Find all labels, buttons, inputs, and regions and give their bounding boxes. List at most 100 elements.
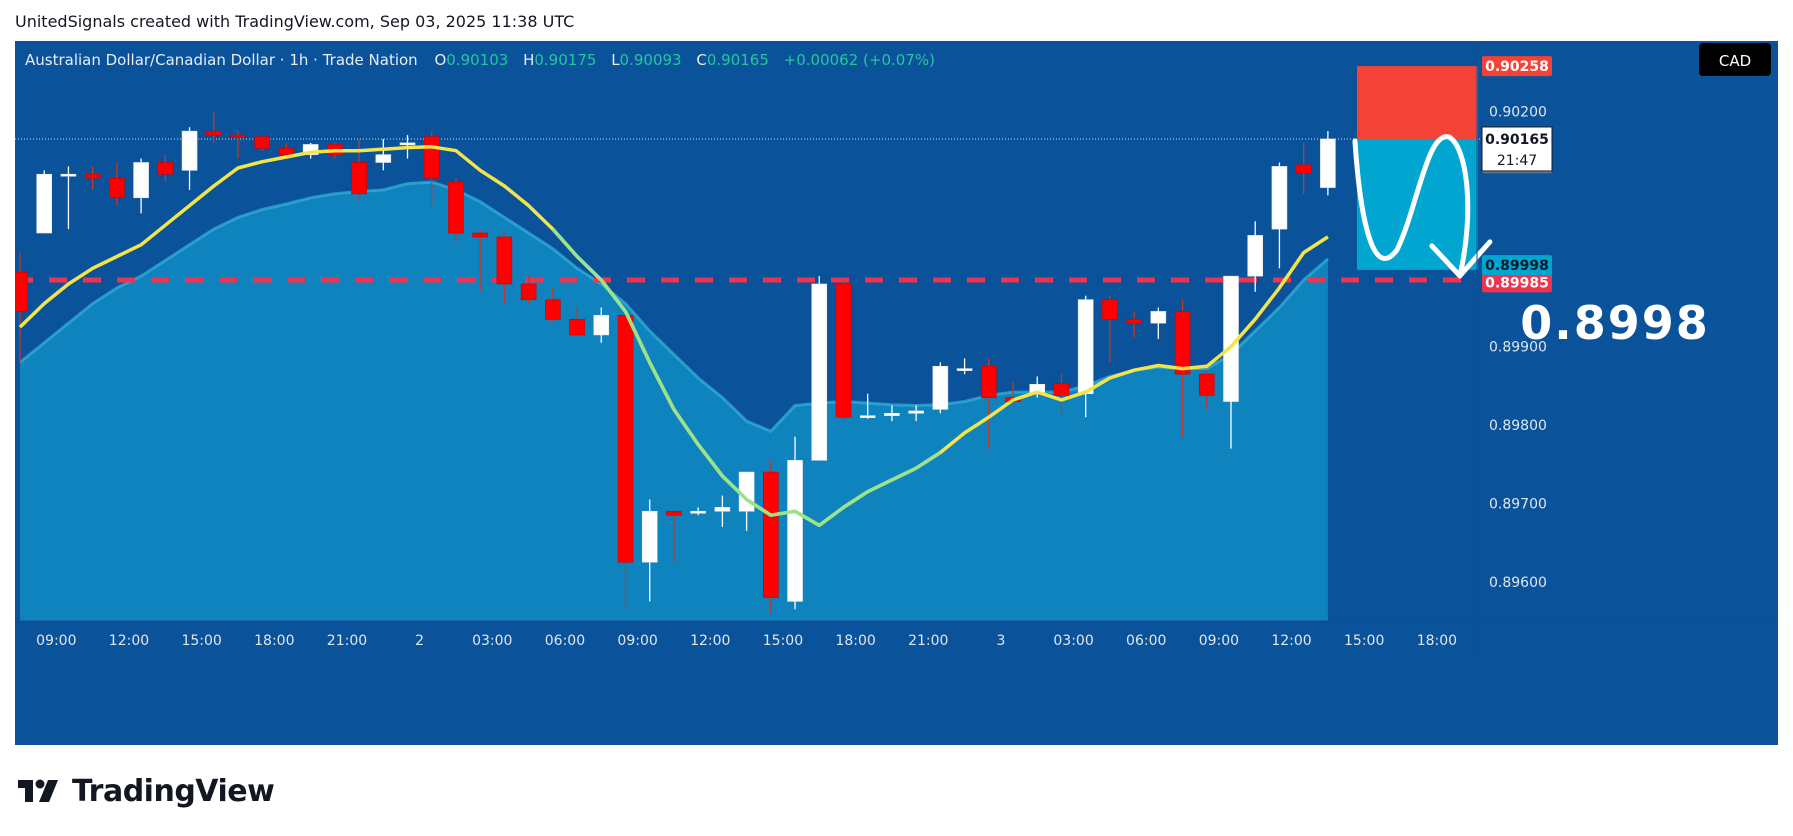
currency-badge-bg[interactable] xyxy=(1699,43,1771,76)
candle xyxy=(859,393,876,419)
candle-body xyxy=(1198,373,1215,396)
candle-body xyxy=(908,410,924,414)
currency-badge[interactable]: CAD xyxy=(1719,52,1751,70)
candle xyxy=(1102,295,1118,363)
candle-body xyxy=(1053,383,1070,396)
candle xyxy=(811,276,828,461)
candle-body xyxy=(109,177,125,199)
candle xyxy=(375,138,392,171)
candle xyxy=(1295,142,1312,194)
candle-body xyxy=(956,368,973,371)
legend-open-label: O xyxy=(434,51,446,69)
candlestick-chart[interactable]: 0.90200 0.89900 0.89800 0.89700 0.89600 09:00… xyxy=(15,41,1778,745)
time-tick-label: 3 xyxy=(996,633,1005,649)
candle xyxy=(520,276,537,304)
candle-body xyxy=(205,130,222,136)
legend-symbol: Australian Dollar/Canadian Dollar · 1h ·… xyxy=(25,51,935,69)
candle-body xyxy=(593,315,610,336)
candle-body xyxy=(302,144,319,155)
candle xyxy=(36,170,53,234)
candle-body xyxy=(181,130,198,171)
candle xyxy=(15,252,28,363)
candles-layer xyxy=(15,111,1336,614)
candle xyxy=(254,135,270,151)
candle xyxy=(593,307,610,343)
candle-body xyxy=(811,283,828,461)
candle-body xyxy=(1077,299,1094,395)
price-tag-countdown: 21:47 xyxy=(1497,153,1537,169)
candle xyxy=(932,362,949,414)
take-profit-zone xyxy=(1356,138,1479,270)
legend-high-value: 0.90175 xyxy=(534,51,596,69)
tradingview-logo[interactable]: TradingView xyxy=(18,773,275,809)
candle-body xyxy=(60,173,77,177)
candle-body xyxy=(496,236,513,285)
candle-body xyxy=(15,271,28,312)
candle-body xyxy=(133,162,149,199)
candle-body xyxy=(423,136,440,179)
chart-panel[interactable]: 0.90200 0.89900 0.89800 0.89700 0.89600 09:00… xyxy=(15,41,1778,745)
candle xyxy=(1150,307,1167,339)
legend-change: +0.00062 (+0.07%) xyxy=(784,51,935,69)
time-tick-label: 09:00 xyxy=(36,633,76,649)
candle xyxy=(60,166,77,230)
time-tick-label: 15:00 xyxy=(181,633,221,649)
candle xyxy=(763,460,779,614)
candle-body xyxy=(399,142,416,146)
candle-body xyxy=(1247,235,1264,277)
candle-body xyxy=(254,136,270,149)
tradingview-logo-icon xyxy=(18,779,58,802)
candle xyxy=(666,510,682,563)
candle-body xyxy=(1320,138,1336,188)
time-tick-label: 12:00 xyxy=(690,633,730,649)
price-tag-last-bg xyxy=(1481,126,1553,172)
time-tick-label: 15:00 xyxy=(763,633,803,649)
legend-high-label: H xyxy=(523,51,534,69)
candle xyxy=(980,358,997,449)
candle xyxy=(884,405,900,422)
projected-path xyxy=(1352,134,1471,279)
candle-body xyxy=(1150,311,1167,324)
time-tick-label: 09:00 xyxy=(617,633,657,649)
candle xyxy=(1126,311,1142,338)
time-tick-label: 03:00 xyxy=(472,633,512,649)
candle xyxy=(109,162,125,206)
price-tag-stop-bg xyxy=(1482,56,1552,77)
candle xyxy=(908,405,924,422)
chart-attribution: UnitedSignals created with TradingView.c… xyxy=(15,12,575,31)
candle-body xyxy=(738,471,755,512)
candle-body xyxy=(980,365,997,398)
axis-layer: 0.90200 0.89900 0.89800 0.89700 0.89600 09:00… xyxy=(15,41,1778,655)
ema-area-fill xyxy=(20,182,1328,621)
candle-body xyxy=(617,315,634,563)
time-tick-label: 06:00 xyxy=(545,633,585,649)
price-tag-level: 0.89985 xyxy=(1485,275,1549,291)
candle-body xyxy=(351,162,367,195)
candle xyxy=(157,154,174,183)
trade-box-layer xyxy=(1352,66,1493,279)
candle-body xyxy=(1102,299,1118,320)
time-tick-label: 12:00 xyxy=(109,633,149,649)
ema-line-layer xyxy=(18,145,1329,528)
candle-body xyxy=(520,283,537,300)
candle xyxy=(641,499,658,602)
candle-body xyxy=(859,415,876,418)
candle xyxy=(1053,374,1070,414)
projected-path-arrowhead xyxy=(1429,239,1493,279)
candle xyxy=(835,280,852,422)
legend-low-value: 0.90093 xyxy=(620,51,682,69)
candle-body xyxy=(472,232,488,238)
candle xyxy=(1271,162,1288,269)
price-tag-target: 0.89998 xyxy=(1485,258,1549,274)
tradingview-wordmark: TradingView xyxy=(72,773,275,809)
candle-body xyxy=(36,173,53,234)
candle xyxy=(472,229,488,292)
candle-body xyxy=(835,283,852,418)
candle-body xyxy=(666,510,682,516)
candle-body xyxy=(1295,164,1312,173)
time-tick-label: 09:00 xyxy=(1199,633,1239,649)
target-price-label: 0.8998 xyxy=(1520,296,1710,350)
candle-body xyxy=(884,412,900,416)
candle xyxy=(181,127,198,190)
candle-body xyxy=(278,148,295,155)
